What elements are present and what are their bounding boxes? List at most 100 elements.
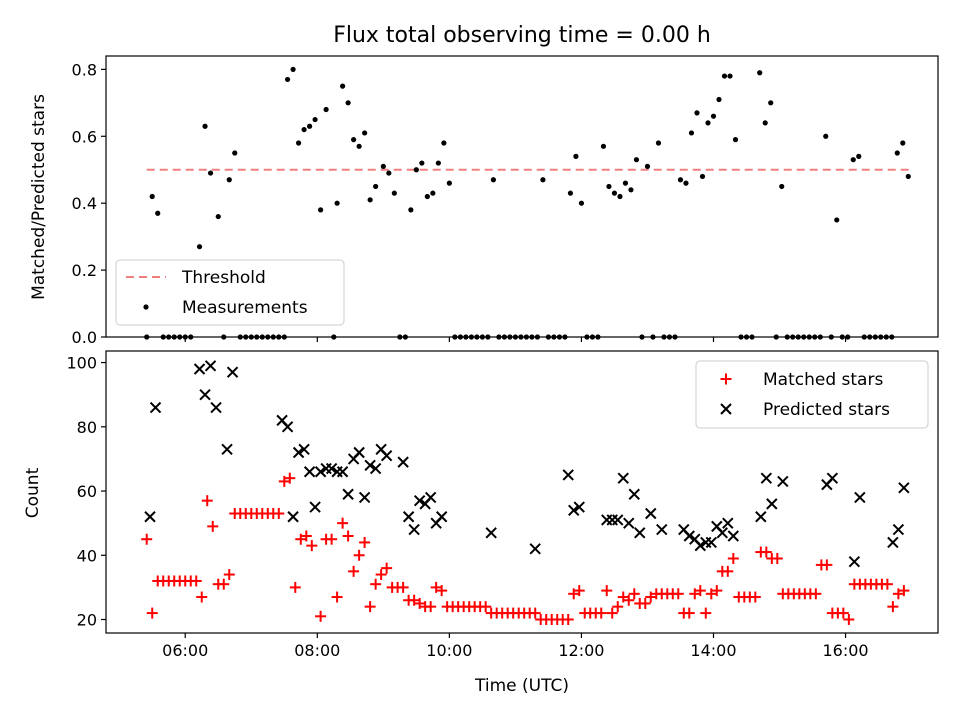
- predicted-star-point: [529, 543, 541, 555]
- measurement-point: [318, 207, 324, 213]
- matched-star-point: [898, 585, 910, 597]
- bottom-y-tick-label: 80: [77, 418, 97, 437]
- measurement-point: [290, 66, 296, 72]
- predicted-star-point: [887, 536, 899, 549]
- measurement-point: [850, 157, 856, 163]
- bottom-y-tick-label: 100: [66, 354, 97, 373]
- matched-star-point: [223, 569, 235, 581]
- measurement-point: [408, 207, 414, 213]
- matched-star-point: [623, 594, 635, 606]
- matched-star-point: [370, 578, 382, 590]
- measurement-point: [446, 180, 452, 186]
- measurement-point: [757, 70, 763, 76]
- predicted-star-point: [402, 511, 415, 523]
- matched-star-point: [727, 552, 739, 564]
- measurement-point: [351, 137, 357, 143]
- measurement-point: [295, 140, 302, 146]
- top-y-tick-label: 0.8: [72, 60, 97, 79]
- top-legend-box: [115, 259, 345, 326]
- matched-star-point: [628, 588, 640, 600]
- measurement-point: [894, 150, 900, 156]
- matched-star-point: [196, 591, 208, 603]
- matched-star-point: [289, 581, 301, 593]
- measurement-point: [386, 170, 392, 176]
- measurement-point: [430, 190, 436, 196]
- predicted-star-point: [722, 517, 734, 529]
- matched-star-point: [568, 588, 580, 600]
- measurement-point: [633, 157, 640, 163]
- measurement-point: [356, 143, 362, 149]
- measurement-point: [900, 140, 906, 146]
- measurement-point: [644, 163, 651, 169]
- matched-star-point: [749, 591, 761, 603]
- legend-predicted-label: Predicted stars: [763, 400, 890, 420]
- matched-star-point: [887, 601, 899, 613]
- matched-star-point: [284, 472, 296, 484]
- predicted-star-point: [766, 498, 778, 510]
- predicted-star-point: [562, 469, 574, 481]
- measurement-point: [567, 190, 574, 196]
- predicted-star-point: [705, 536, 717, 549]
- matched-star-point: [326, 533, 338, 545]
- x-tick-label: 08:00: [294, 641, 340, 660]
- predicted-star-point: [314, 466, 327, 478]
- measurement-point: [413, 167, 419, 173]
- measurement-point: [617, 193, 623, 200]
- bottom-y-tick-label: 40: [77, 546, 97, 565]
- predicted-star-point: [287, 511, 299, 523]
- predicted-star-point: [645, 507, 657, 520]
- matched-star-point: [881, 578, 893, 590]
- top-panel: Matched/Predicted stars 0.00.20.40.60.8 …: [29, 55, 939, 347]
- x-tick-label: 12:00: [558, 641, 604, 660]
- matched-star-point: [141, 533, 153, 545]
- predicted-star-point: [226, 366, 239, 378]
- matched-star-point: [529, 607, 541, 619]
- matched-star-point: [639, 597, 651, 609]
- predicted-star-point: [760, 472, 773, 484]
- measurement-point: [202, 123, 208, 129]
- predicted-stars-points: [144, 360, 910, 568]
- predicted-star-point: [325, 462, 338, 475]
- measurement-point: [721, 73, 728, 79]
- measurement-point: [155, 210, 161, 216]
- matched-star-point: [683, 607, 695, 619]
- predicted-star-point: [336, 466, 349, 478]
- measurement-point: [196, 244, 203, 250]
- predicted-star-point: [892, 523, 905, 536]
- predicted-star-point: [755, 511, 767, 523]
- matched-star-point: [694, 585, 706, 597]
- legend-predicted-swatch: [720, 403, 732, 415]
- matched-star-point: [425, 601, 437, 613]
- predicted-star-point: [628, 488, 640, 500]
- predicted-star-point: [397, 456, 409, 468]
- legend-matched-marker: [720, 373, 732, 385]
- legend-threshold-label: Threshold: [181, 268, 266, 288]
- x-tick-label: 14:00: [690, 641, 736, 660]
- matched-star-point: [843, 614, 855, 626]
- legend-matched-label: Matched stars: [763, 370, 883, 390]
- matched-star-point: [306, 540, 318, 552]
- measurement-point: [380, 163, 386, 169]
- matched-star-point: [342, 530, 354, 542]
- measurement-point: [710, 113, 717, 119]
- matched-star-point: [689, 588, 701, 600]
- matched-star-point: [430, 581, 442, 593]
- measurement-point: [226, 177, 232, 183]
- top-y-tick-label: 0.4: [72, 194, 97, 213]
- measurement-point: [705, 120, 711, 126]
- matched-star-point: [837, 607, 849, 619]
- predicted-star-point: [568, 504, 580, 517]
- measurement-point: [578, 200, 585, 206]
- predicted-star-point: [364, 459, 376, 472]
- measurement-point: [435, 160, 441, 166]
- predicted-star-point: [408, 523, 420, 536]
- predicted-star-point: [727, 530, 740, 542]
- predicted-star-point: [612, 514, 624, 526]
- measurement-point: [699, 173, 706, 180]
- matched-star-point: [414, 597, 426, 609]
- bottom-y-ticks: 20 40 60 80 100: [66, 354, 106, 630]
- matched-star-point: [711, 585, 723, 597]
- measurement-point: [215, 213, 221, 220]
- measurement-point: [611, 190, 618, 196]
